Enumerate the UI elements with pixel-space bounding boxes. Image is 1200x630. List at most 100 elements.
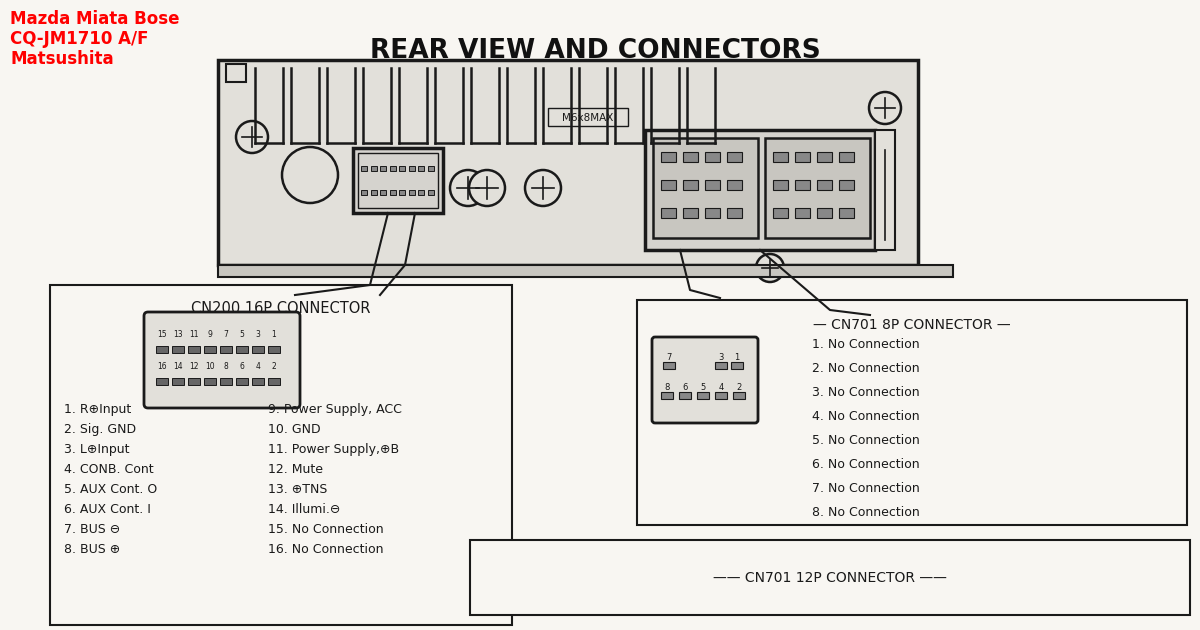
Bar	[268, 346, 280, 353]
Bar	[220, 378, 232, 385]
Bar	[661, 180, 676, 190]
Bar	[172, 346, 184, 353]
Text: 12. Mute: 12. Mute	[268, 463, 323, 476]
Bar	[731, 362, 743, 369]
Bar	[727, 208, 742, 218]
Text: 11. Power Supply,⊕B: 11. Power Supply,⊕B	[268, 443, 400, 456]
Bar	[252, 378, 264, 385]
Text: 5. No Connection: 5. No Connection	[812, 434, 919, 447]
Bar	[236, 378, 248, 385]
Bar	[706, 208, 720, 218]
Bar	[50, 285, 512, 625]
Bar	[697, 392, 709, 399]
Text: 7: 7	[223, 330, 228, 339]
Bar	[773, 152, 788, 162]
Text: 2. No Connection: 2. No Connection	[812, 362, 919, 375]
Text: Matsushita: Matsushita	[10, 50, 114, 68]
Bar	[204, 378, 216, 385]
Text: 16. No Connection: 16. No Connection	[268, 543, 384, 556]
Text: 11: 11	[190, 330, 199, 339]
Bar	[252, 346, 264, 353]
Bar	[727, 152, 742, 162]
Bar	[796, 180, 810, 190]
Bar	[637, 300, 1187, 525]
Circle shape	[869, 92, 901, 124]
Bar	[773, 180, 788, 190]
Text: 6: 6	[683, 383, 688, 392]
Bar	[683, 208, 698, 218]
Text: Mazda Miata Bose: Mazda Miata Bose	[10, 10, 180, 28]
Bar	[839, 208, 854, 218]
Bar	[706, 152, 720, 162]
Bar	[766, 138, 870, 238]
Text: 6. AUX Cont. I: 6. AUX Cont. I	[64, 503, 151, 516]
Bar	[796, 208, 810, 218]
Text: 8: 8	[223, 362, 228, 371]
Bar	[398, 166, 406, 171]
Text: 3: 3	[256, 330, 260, 339]
Bar	[817, 180, 832, 190]
Bar	[683, 152, 698, 162]
Text: 16: 16	[157, 362, 167, 371]
Bar	[733, 392, 745, 399]
FancyBboxPatch shape	[144, 312, 300, 408]
Text: 2. Sig. GND: 2. Sig. GND	[64, 423, 136, 436]
Bar	[218, 60, 918, 265]
Bar	[875, 130, 895, 250]
Text: 4: 4	[256, 362, 260, 371]
Bar	[156, 346, 168, 353]
Text: 3: 3	[719, 353, 724, 362]
Bar	[548, 108, 628, 126]
Bar	[683, 180, 698, 190]
Text: 7: 7	[666, 353, 672, 362]
Bar	[706, 180, 720, 190]
Bar	[380, 190, 386, 195]
Bar	[236, 346, 248, 353]
Bar	[646, 130, 875, 250]
Text: 9. Power Supply, ACC: 9. Power Supply, ACC	[268, 403, 402, 416]
Bar	[156, 378, 168, 385]
Bar	[418, 190, 424, 195]
Bar	[371, 166, 377, 171]
Text: 1. R⊕Input: 1. R⊕Input	[64, 403, 131, 416]
Bar	[398, 190, 406, 195]
Bar	[427, 190, 433, 195]
Text: 1: 1	[271, 330, 276, 339]
Bar	[358, 153, 438, 208]
Text: 15: 15	[157, 330, 167, 339]
Text: 5. AUX Cont. O: 5. AUX Cont. O	[64, 483, 157, 496]
Text: 9: 9	[208, 330, 212, 339]
Bar	[408, 166, 414, 171]
Bar	[817, 152, 832, 162]
Bar	[371, 190, 377, 195]
Text: 5: 5	[240, 330, 245, 339]
Bar	[727, 180, 742, 190]
Circle shape	[756, 254, 784, 282]
Bar	[662, 362, 674, 369]
Text: REAR VIEW AND CONNECTORS: REAR VIEW AND CONNECTORS	[370, 38, 821, 64]
Text: 5: 5	[701, 383, 706, 392]
Bar	[796, 152, 810, 162]
Text: 14. Illumi.⊖: 14. Illumi.⊖	[268, 503, 341, 516]
Text: 12: 12	[190, 362, 199, 371]
Bar	[470, 540, 1190, 615]
Text: 1: 1	[734, 353, 739, 362]
Text: 7. BUS ⊖: 7. BUS ⊖	[64, 523, 120, 536]
Text: 13: 13	[173, 330, 182, 339]
Bar	[839, 180, 854, 190]
Circle shape	[236, 121, 268, 153]
Bar	[188, 378, 200, 385]
Bar	[361, 166, 367, 171]
Bar	[380, 166, 386, 171]
Text: —— CN701 12P CONNECTOR ——: —— CN701 12P CONNECTOR ——	[713, 571, 947, 585]
Text: M6x8MAX: M6x8MAX	[563, 113, 613, 123]
Text: 8. No Connection: 8. No Connection	[812, 506, 919, 519]
Bar	[839, 152, 854, 162]
Text: 2: 2	[737, 383, 742, 392]
Text: 8. BUS ⊕: 8. BUS ⊕	[64, 543, 120, 556]
Text: 4: 4	[719, 383, 724, 392]
Text: 13. ⊕TNS: 13. ⊕TNS	[268, 483, 328, 496]
Bar	[268, 378, 280, 385]
Text: 10: 10	[205, 362, 215, 371]
Bar	[226, 64, 246, 82]
